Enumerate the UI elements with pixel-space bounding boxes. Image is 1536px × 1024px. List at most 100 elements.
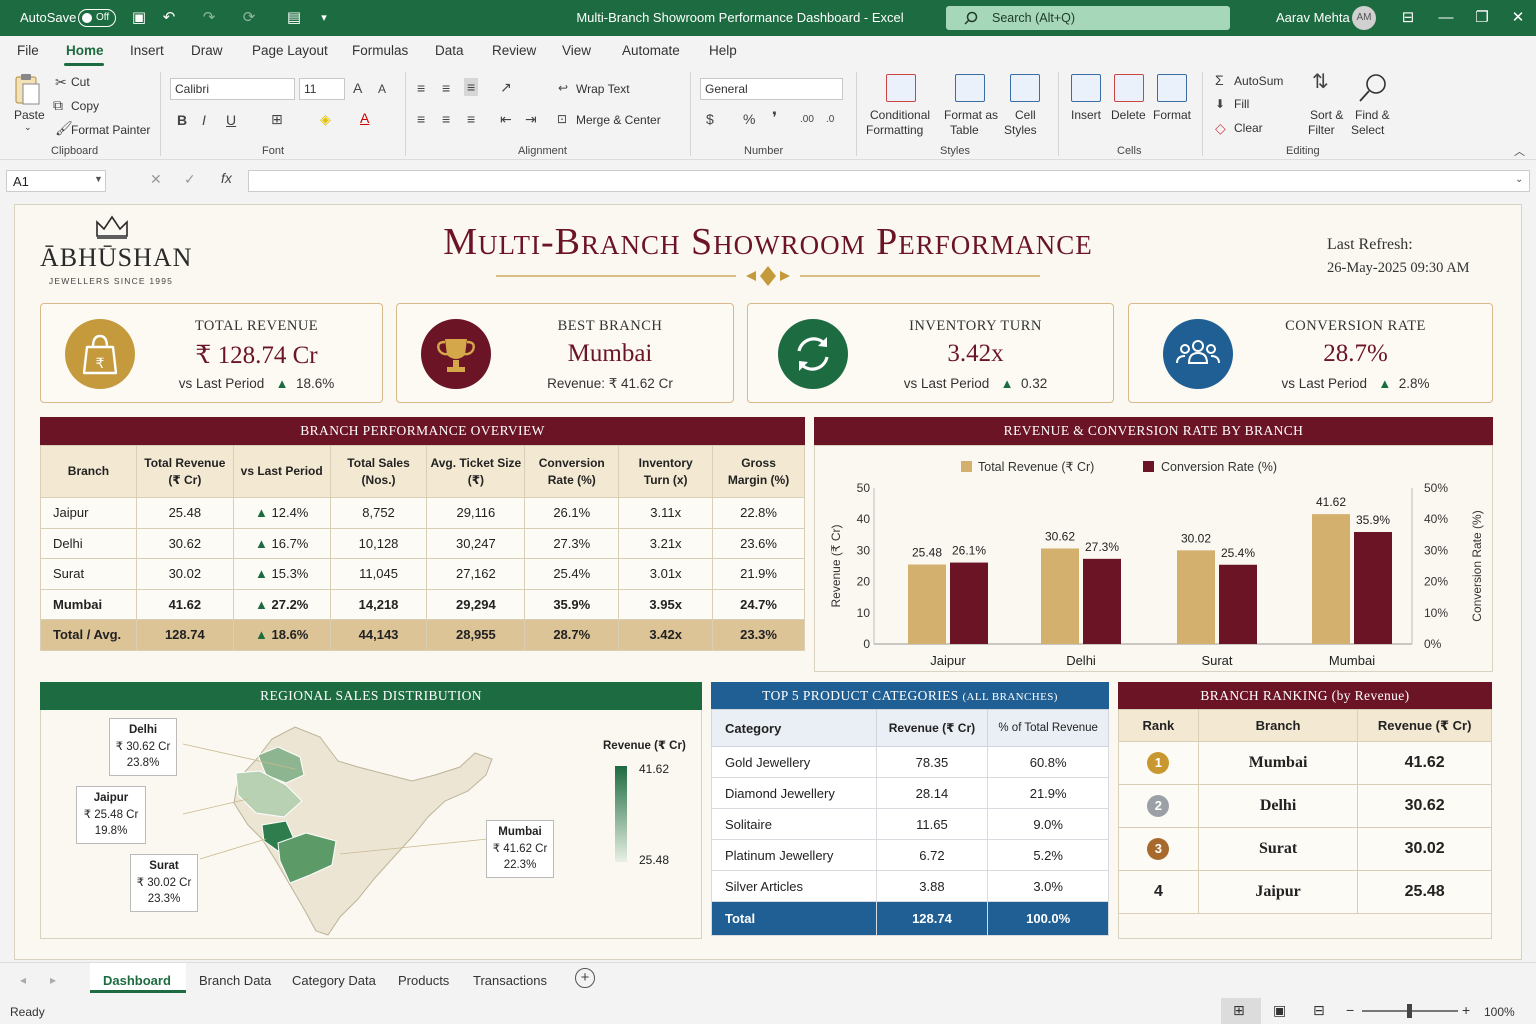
zoom-out-icon[interactable]: − [1346, 1002, 1355, 1018]
align-bottom-icon[interactable]: ≡ [464, 78, 479, 96]
table-cell[interactable]: 11.65 [875, 808, 989, 840]
align-top-icon[interactable]: ≡ [417, 80, 426, 96]
number-format-select[interactable]: General [700, 78, 843, 100]
table-cell[interactable]: Silver Articles [711, 870, 877, 902]
table-cell[interactable]: 30.02 [135, 558, 234, 590]
orientation-icon[interactable]: ↗ [500, 79, 512, 95]
table-cell[interactable]: Total [711, 901, 877, 936]
table-cell[interactable]: 128.74 [135, 619, 234, 651]
table-cell[interactable]: Solitaire [711, 808, 877, 840]
underline-icon[interactable]: U [226, 112, 237, 128]
table-cell[interactable]: ▲ 27.2% [232, 588, 331, 620]
find-select-label-2[interactable]: Select [1351, 123, 1385, 137]
comma-icon[interactable]: ❜ [772, 110, 778, 127]
sheet-tab-category-data[interactable]: Category Data [292, 973, 376, 988]
zoom-slider-thumb[interactable] [1407, 1004, 1412, 1018]
table-cell[interactable]: 21.9% [987, 777, 1109, 809]
table-cell[interactable]: Gold Jewellery [711, 746, 877, 778]
table-cell[interactable]: 30,247 [426, 527, 526, 559]
table-cell[interactable]: 128.74 [875, 901, 989, 936]
delete-cells-icon[interactable] [1114, 74, 1144, 102]
decrease-font-icon[interactable]: A [378, 82, 387, 96]
table-cell[interactable]: 27,162 [426, 558, 526, 590]
tab-draw[interactable]: Draw [191, 43, 223, 58]
format-painter-button[interactable]: Format Painter [71, 123, 151, 137]
decrease-indent-icon[interactable]: ⇤ [500, 111, 512, 127]
table-cell[interactable]: 30.62 [135, 527, 234, 559]
format-cells-button[interactable]: Format [1153, 108, 1192, 122]
collapse-ribbon-icon[interactable]: ︿ [1514, 146, 1525, 158]
table-cell[interactable]: Jaipur [40, 497, 137, 529]
increase-decimal-icon[interactable]: .00 [800, 114, 814, 125]
table-cell[interactable]: 21.9% [712, 558, 805, 590]
table-cell[interactable]: 30.62 [1357, 784, 1492, 828]
fill-button[interactable]: Fill [1234, 97, 1250, 111]
table-cell[interactable]: 3.11x [618, 497, 714, 529]
merge-center-button[interactable]: Merge & Center [576, 113, 661, 127]
increase-indent-icon[interactable]: ⇥ [525, 111, 537, 127]
page-break-view-icon[interactable]: ⊟ [1313, 1002, 1325, 1018]
table-cell[interactable]: 3.01x [618, 558, 714, 590]
format-as-table-icon[interactable] [955, 74, 985, 102]
table-cell[interactable]: 25.4% [524, 558, 620, 590]
table-cell[interactable]: 78.35 [875, 746, 989, 778]
tab-formulas[interactable]: Formulas [352, 43, 409, 58]
align-right-icon[interactable]: ≡ [467, 111, 476, 127]
table-cell[interactable]: 29,116 [426, 497, 526, 529]
decrease-decimal-icon[interactable]: .0 [826, 114, 835, 125]
zoom-in-icon[interactable]: + [1462, 1002, 1471, 1018]
table-cell[interactable]: Platinum Jewellery [711, 839, 877, 871]
paste-dropdown-icon[interactable]: ⌄ [24, 122, 32, 132]
currency-icon[interactable]: $ [706, 111, 714, 127]
table-cell[interactable]: 23.6% [712, 527, 805, 559]
font-name-select[interactable]: Calibri [170, 78, 295, 100]
sheet-tab-products[interactable]: Products [398, 973, 450, 988]
table-cell[interactable]: 30.02 [1357, 827, 1492, 871]
customize-toolbar-icon[interactable]: ▾ [321, 12, 327, 24]
copy-button[interactable]: Copy [71, 99, 100, 113]
align-middle-icon[interactable]: ≡ [442, 80, 451, 96]
table-cell[interactable]: Surat [1197, 827, 1359, 871]
align-left-icon[interactable]: ≡ [417, 111, 426, 127]
table-cell[interactable]: 3.21x [618, 527, 714, 559]
table-cell[interactable]: 14,218 [329, 588, 428, 620]
cell-styles-icon[interactable] [1010, 74, 1040, 102]
function-icon[interactable]: fx [221, 170, 232, 186]
sort-filter-label-2[interactable]: Filter [1308, 123, 1335, 137]
expand-formula-icon[interactable]: ⌄ [1515, 174, 1524, 185]
tab-insert[interactable]: Insert [130, 43, 164, 58]
table-cell[interactable]: 28.7% [524, 619, 620, 651]
scroll-left-icon[interactable]: ◂ [20, 973, 27, 987]
table-cell[interactable]: 3.42x [618, 619, 714, 651]
cell-styles-label-2[interactable]: Styles [1004, 123, 1037, 137]
table-cell[interactable]: 5.2% [987, 839, 1109, 871]
conditional-formatting-label-1[interactable]: Conditional [870, 108, 931, 122]
table-cell[interactable]: 44,143 [329, 619, 428, 651]
form-icon[interactable]: ▤ [286, 9, 302, 26]
tab-help[interactable]: Help [709, 43, 737, 58]
table-cell[interactable]: 35.9% [524, 588, 620, 620]
format-as-table-label-1[interactable]: Format as [944, 108, 999, 122]
cut-button[interactable]: Cut [71, 75, 90, 89]
table-cell[interactable]: 10,128 [329, 527, 428, 559]
table-cell[interactable]: ▲ 18.6% [232, 619, 331, 651]
table-cell[interactable]: Jaipur [1197, 870, 1359, 914]
borders-icon[interactable]: ⊞ [271, 111, 283, 127]
table-cell[interactable]: ▲ 16.7% [232, 527, 331, 559]
table-cell[interactable]: 11,045 [329, 558, 428, 590]
increase-font-icon[interactable]: A [353, 80, 363, 96]
table-cell[interactable]: 2 [1118, 784, 1199, 828]
table-cell[interactable]: Mumbai [1197, 741, 1359, 785]
cell-styles-label-1[interactable]: Cell [1015, 108, 1036, 122]
add-sheet-icon[interactable]: + [575, 968, 595, 988]
table-cell[interactable]: 4 [1118, 870, 1199, 914]
table-cell[interactable]: 100.0% [987, 901, 1109, 936]
font-color-icon[interactable]: A [360, 110, 370, 126]
find-select-icon[interactable] [1357, 72, 1389, 104]
table-cell[interactable]: 1 [1118, 741, 1199, 785]
table-cell[interactable]: 25.48 [1357, 870, 1492, 914]
table-cell[interactable]: ▲ 12.4% [232, 497, 331, 529]
clear-button[interactable]: Clear [1234, 121, 1263, 135]
table-cell[interactable]: 3 [1118, 827, 1199, 871]
italic-icon[interactable]: I [202, 112, 206, 128]
